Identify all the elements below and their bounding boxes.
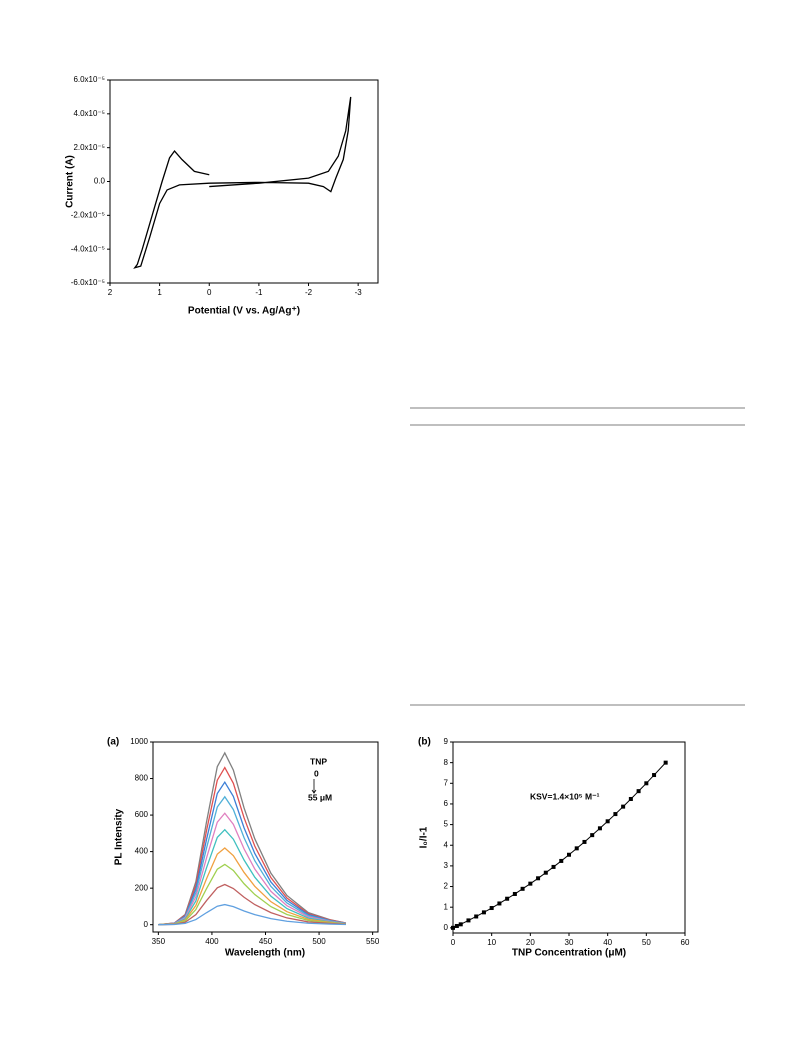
x-tick-label: 400 <box>205 937 219 946</box>
data-point <box>644 781 649 786</box>
x-tick-label: 60 <box>681 938 690 947</box>
x-tick-label: 40 <box>603 938 612 947</box>
annotation: 55 μM <box>308 792 332 802</box>
data-point <box>451 925 455 930</box>
y-tick-label: 7 <box>444 778 449 787</box>
series-line <box>158 863 346 926</box>
series-line <box>158 847 346 926</box>
y-tick-label: 2.0x10⁻⁵ <box>73 143 105 152</box>
data-point <box>536 876 541 881</box>
x-tick-label: 450 <box>259 937 273 946</box>
data-point <box>652 773 657 778</box>
y-tick-label: 5 <box>444 820 449 829</box>
data-point <box>663 760 668 765</box>
data-point <box>605 819 610 824</box>
data-point <box>543 870 548 875</box>
plot-frame <box>452 741 686 934</box>
y-tick-label: -6.0x10⁻⁵ <box>71 278 105 287</box>
series-line <box>158 812 346 926</box>
x-tick-label: 50 <box>642 938 651 947</box>
data-point <box>454 923 459 928</box>
series-line <box>158 828 346 926</box>
x-tick-label: -3 <box>355 288 363 297</box>
data-point <box>497 901 502 906</box>
annotation: KSV=1.4×10⁵ M⁻¹ <box>530 791 600 801</box>
x-axis-title: TNP Concentration (μM) <box>512 948 626 959</box>
series-line <box>158 780 346 926</box>
y-tick-label: 200 <box>135 883 149 892</box>
y-axis-title: PL Intensity <box>114 808 125 865</box>
y-tick-label: 8 <box>444 758 449 767</box>
panel-label: (a) <box>107 737 119 748</box>
y-tick-label: 3 <box>444 861 449 870</box>
x-tick-label: 30 <box>565 938 574 947</box>
data-point <box>474 914 479 919</box>
y-tick-label: 9 <box>444 737 449 746</box>
plot-frame <box>152 741 379 933</box>
series-line <box>158 766 346 926</box>
panel-label: (b) <box>418 737 431 748</box>
x-tick-label: -1 <box>255 288 263 297</box>
x-axis-title: Wavelength (nm) <box>225 948 305 959</box>
y-tick-label: 4 <box>444 840 449 849</box>
y-axis-title: I₀/I-1 <box>419 826 430 848</box>
y-tick-label: 400 <box>135 847 149 856</box>
data-point <box>636 789 641 794</box>
x-tick-label: 10 <box>487 938 496 947</box>
data-point <box>458 922 463 927</box>
data-point <box>567 852 571 857</box>
series-line <box>133 96 352 269</box>
y-tick-label: 4.0x10⁻⁵ <box>73 109 105 118</box>
x-tick-label: 350 <box>152 937 166 946</box>
y-tick-label: -2.0x10⁻⁵ <box>71 210 105 219</box>
y-tick-label: 1000 <box>130 737 148 746</box>
data-point <box>582 839 587 844</box>
annotation: TNP <box>310 756 327 766</box>
data-point <box>628 796 633 801</box>
y-tick-label: 2 <box>444 882 449 891</box>
x-tick-label: 0 <box>207 288 212 297</box>
data-point <box>489 906 494 911</box>
x-tick-label: -2 <box>305 288 313 297</box>
y-tick-label: 600 <box>135 810 149 819</box>
y-tick-label: -4.0x10⁻⁵ <box>71 244 105 253</box>
data-point <box>505 896 510 901</box>
x-tick-label: 550 <box>366 937 380 946</box>
x-tick-label: 2 <box>108 288 113 297</box>
y-tick-label: 1 <box>444 902 449 911</box>
data-point <box>613 812 618 817</box>
data-point <box>481 910 486 915</box>
data-point <box>621 804 626 809</box>
plot-frame <box>109 79 379 284</box>
x-axis-title: Potential (V vs. Ag/Ag⁺) <box>188 306 300 317</box>
data-point <box>551 864 556 869</box>
data-point <box>559 858 564 863</box>
series-line <box>158 795 346 926</box>
data-point <box>466 918 471 923</box>
y-axis-title: Current (A) <box>65 155 76 208</box>
x-tick-label: 1 <box>157 288 162 297</box>
data-point <box>590 833 595 838</box>
annotation: 0 <box>314 768 319 778</box>
y-tick-label: 800 <box>135 774 149 783</box>
y-tick-label: 0.0 <box>94 177 106 186</box>
series-line <box>158 903 346 926</box>
y-tick-label: 0 <box>444 923 449 932</box>
series-line <box>452 762 667 929</box>
y-tick-label: 6.0x10⁻⁵ <box>73 75 105 84</box>
arrow-head <box>311 789 317 794</box>
series-line <box>158 883 346 926</box>
y-tick-label: 0 <box>144 920 149 929</box>
data-point <box>574 846 579 851</box>
data-point <box>528 881 533 886</box>
x-tick-label: 500 <box>312 937 326 946</box>
y-tick-label: 6 <box>444 799 449 808</box>
data-point <box>597 826 602 831</box>
data-point <box>512 891 517 896</box>
x-tick-label: 20 <box>526 938 535 947</box>
x-tick-label: 0 <box>451 938 456 947</box>
data-point <box>520 886 525 891</box>
